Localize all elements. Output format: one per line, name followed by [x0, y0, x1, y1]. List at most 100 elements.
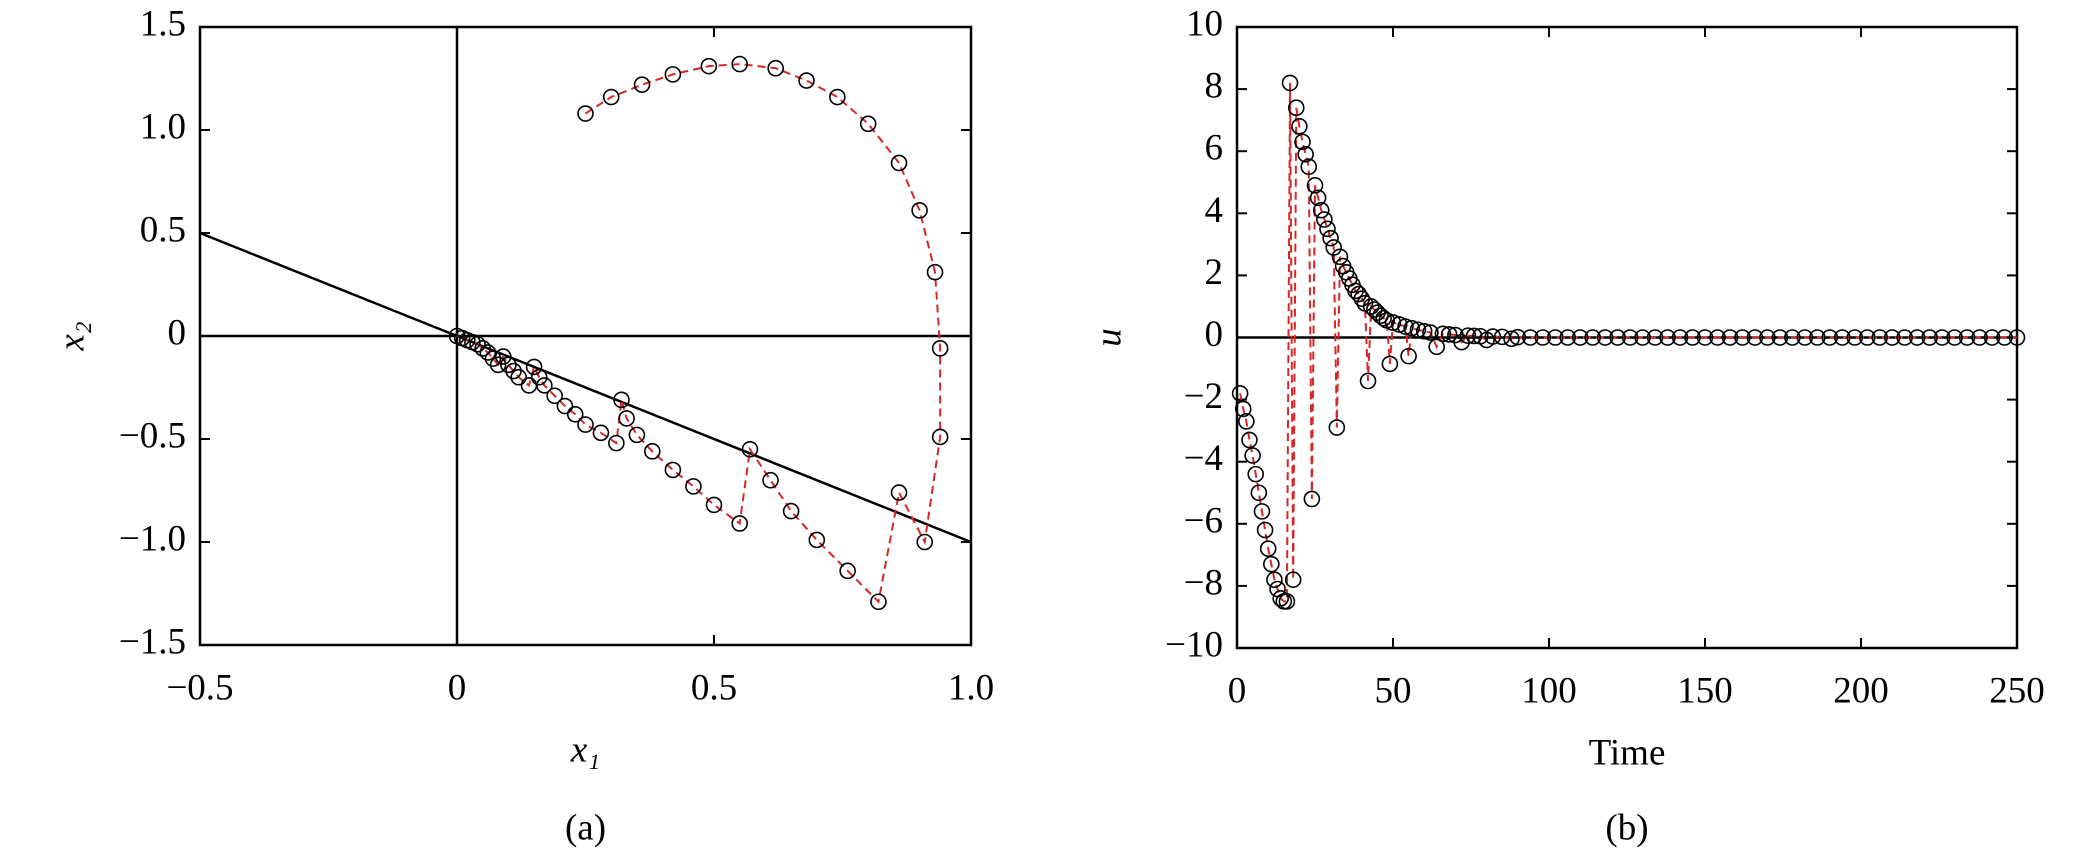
x-tick-label: 200 [1833, 670, 1889, 711]
y-tick-label: 8 [1205, 66, 1224, 107]
data-point [1312, 201, 1330, 219]
data-point [1362, 298, 1380, 315]
data-point [916, 533, 934, 551]
data-point [931, 428, 949, 446]
data-point [1908, 329, 1926, 346]
data-point [479, 344, 497, 361]
data-point [1609, 329, 1626, 346]
x-tick-label: 1.0 [948, 667, 994, 708]
data-point [1684, 329, 1701, 346]
data-point [1571, 329, 1589, 346]
data-point [1422, 324, 1439, 341]
data-point [839, 562, 856, 580]
data-point [1521, 329, 1539, 346]
data-point [1771, 329, 1789, 346]
data-point [1306, 177, 1324, 194]
data-point [530, 368, 548, 386]
data-point [890, 484, 908, 501]
data-point [890, 154, 908, 172]
data-point [1238, 413, 1255, 430]
data-point [685, 478, 702, 495]
data-point [644, 443, 661, 460]
data-point [1428, 338, 1445, 356]
data-point [1784, 329, 1801, 346]
data-point [741, 440, 759, 458]
data-point [664, 66, 682, 83]
data-point [1646, 329, 1664, 346]
data-point [608, 434, 625, 452]
y-tick-label: 10 [1186, 3, 1223, 44]
data-point [1266, 571, 1283, 588]
data-point [1721, 329, 1739, 346]
data-point [1325, 239, 1343, 256]
data-point [1250, 484, 1268, 502]
y-tick-label: 0.5 [140, 209, 186, 250]
data-point [1256, 521, 1274, 539]
data-point [494, 348, 512, 365]
data-point [1821, 329, 1839, 346]
data-point [1384, 314, 1402, 331]
data-point [1259, 540, 1277, 557]
data-point [700, 57, 718, 75]
y-tick-label: −2 [1184, 376, 1223, 417]
data-point [1796, 329, 1814, 346]
x-tick-label: −0.5 [166, 667, 233, 708]
data-point [1709, 329, 1726, 346]
data-point [1369, 304, 1386, 321]
data-point [859, 115, 877, 133]
caption: (b) [1605, 807, 1648, 848]
data-point [1409, 321, 1427, 339]
x-tick-label: 250 [1989, 670, 2045, 711]
data-point [1303, 490, 1321, 508]
data-point [1316, 211, 1333, 228]
data-point [520, 377, 538, 394]
data-point [1381, 355, 1399, 373]
data-point [829, 88, 846, 106]
data-point [1921, 329, 1938, 346]
data-point [1231, 385, 1249, 402]
y-tick-label: 2 [1205, 252, 1224, 293]
data-point [556, 397, 574, 415]
data-point [1278, 593, 1296, 610]
data-point [664, 461, 682, 479]
data-point [1958, 329, 1976, 346]
data-point [1946, 329, 1963, 346]
data-point [1596, 329, 1614, 346]
data-point [782, 502, 800, 520]
x-tick-label: 0 [1228, 670, 1247, 711]
data-point [1440, 326, 1458, 343]
data-point [602, 88, 620, 106]
data-point [1559, 329, 1577, 346]
data-point [613, 391, 630, 409]
data-point [1584, 329, 1601, 346]
data-point [448, 327, 466, 345]
data-point [1759, 329, 1776, 346]
data-point [1871, 329, 1889, 346]
data-point [1983, 329, 2001, 346]
data-point [546, 387, 563, 405]
data-point [1734, 329, 1751, 346]
data-point [1503, 330, 1520, 348]
x-axis-label: Time [1589, 732, 1666, 773]
x-tick-label: 50 [1375, 670, 1412, 711]
data-point [628, 426, 646, 444]
data-point [1809, 329, 1826, 346]
data-point [1350, 285, 1367, 303]
data-point [1300, 158, 1318, 176]
x-tick-label: 0.5 [691, 667, 737, 708]
data-point [1331, 248, 1349, 266]
data-point [1546, 329, 1564, 346]
data-point [1659, 329, 1676, 346]
data-point [1291, 118, 1308, 135]
data-point [1621, 329, 1639, 346]
y-tick-label: −10 [1165, 624, 1223, 665]
data-point [1746, 329, 1764, 346]
data-point [1403, 319, 1421, 337]
y-tick-label: 1.0 [140, 106, 186, 147]
data-point [1509, 328, 1527, 346]
data-point [1328, 419, 1346, 436]
y-axis-label: u [1088, 328, 1129, 347]
data-point [1671, 329, 1689, 346]
data-point [1287, 99, 1305, 117]
